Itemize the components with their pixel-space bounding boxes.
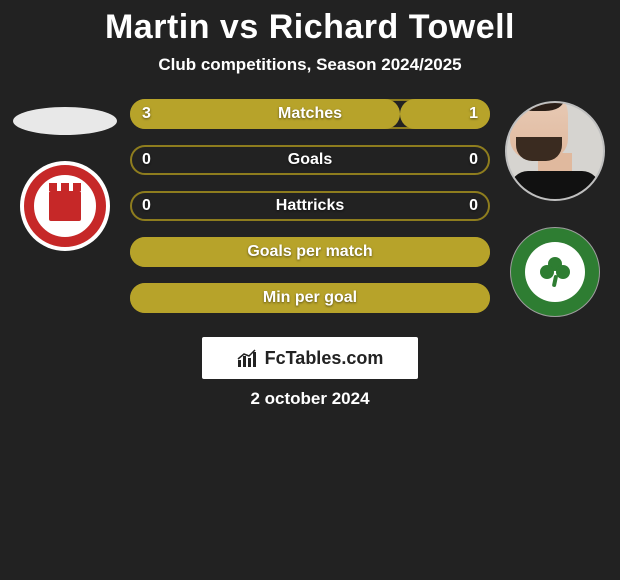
- source-badge: FcTables.com: [202, 337, 418, 379]
- castle-icon: [49, 191, 81, 221]
- right-player-column: [500, 99, 610, 317]
- stat-row: 0 0 Goals: [130, 145, 490, 175]
- subtitle: Club competitions, Season 2024/2025: [10, 55, 610, 75]
- stat-row: Goals per match: [130, 237, 490, 267]
- left-player-column: [10, 99, 120, 251]
- stat-value-right: 1: [469, 105, 478, 123]
- stat-value-right: 0: [469, 197, 478, 215]
- date-text: 2 october 2024: [10, 389, 610, 409]
- bars-icon: [237, 348, 261, 368]
- stat-value-left: 3: [142, 105, 151, 123]
- player-photo-placeholder: [13, 107, 117, 135]
- comparison-row: 3 1 Matches 0 0 Goals 0 0 Hattricks Goals per mat…: [10, 99, 610, 329]
- stat-label: Hattricks: [276, 197, 344, 215]
- stat-value-right: 0: [469, 151, 478, 169]
- source-text: FcTables.com: [265, 348, 384, 369]
- bar-fill-left: [130, 99, 400, 129]
- clover-icon: [540, 257, 570, 287]
- stat-label: Min per goal: [263, 289, 357, 307]
- stat-value-left: 0: [142, 151, 151, 169]
- stat-label: Matches: [278, 105, 342, 123]
- stats-bars: 3 1 Matches 0 0 Goals 0 0 Hattricks Goals per mat…: [120, 99, 500, 329]
- stat-label: Goals: [288, 151, 332, 169]
- page-title: Martin vs Richard Towell: [10, 8, 610, 47]
- player-photo: [505, 101, 605, 201]
- left-club-badge: [20, 161, 110, 251]
- stat-row: Min per goal: [130, 283, 490, 313]
- stat-label: Goals per match: [247, 243, 372, 261]
- right-club-badge: [510, 227, 600, 317]
- stat-value-left: 0: [142, 197, 151, 215]
- stat-row: 0 0 Hattricks: [130, 191, 490, 221]
- stat-row: 3 1 Matches: [130, 99, 490, 129]
